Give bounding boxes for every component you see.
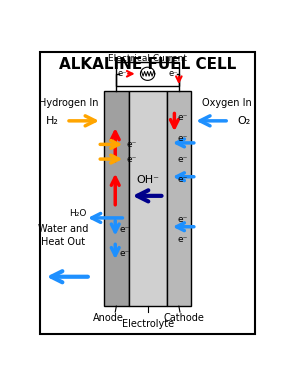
- Text: e⁻: e⁻: [168, 69, 178, 78]
- Text: e⁻: e⁻: [178, 134, 188, 143]
- Bar: [104, 91, 129, 306]
- Text: e⁻: e⁻: [178, 155, 188, 163]
- Text: Anode: Anode: [93, 313, 124, 323]
- Text: e⁻: e⁻: [178, 235, 188, 244]
- Bar: [116, 62, 179, 86]
- Text: Water and
Heat Out: Water and Heat Out: [38, 224, 88, 247]
- Text: e⁻: e⁻: [126, 140, 137, 149]
- Text: ALKALINE FUEL CELL: ALKALINE FUEL CELL: [59, 57, 236, 73]
- Bar: [166, 91, 191, 306]
- Text: O₂: O₂: [237, 116, 250, 126]
- Text: e⁻: e⁻: [126, 155, 137, 163]
- Text: Hydrogen In: Hydrogen In: [39, 98, 98, 108]
- Text: e⁻: e⁻: [117, 69, 127, 78]
- Text: Cathode: Cathode: [164, 313, 205, 323]
- Bar: [129, 91, 166, 306]
- Text: Electrical Current: Electrical Current: [108, 54, 187, 63]
- Text: e⁻: e⁻: [120, 249, 130, 258]
- Text: H₂O: H₂O: [69, 209, 86, 218]
- Text: e⁻: e⁻: [178, 113, 188, 122]
- Text: H₂: H₂: [46, 116, 59, 126]
- Text: Electrolyte: Electrolyte: [122, 319, 174, 329]
- Text: e⁻: e⁻: [178, 215, 188, 224]
- Text: Oxygen In: Oxygen In: [202, 98, 252, 108]
- Text: OH⁻: OH⁻: [136, 175, 159, 185]
- Text: e⁻: e⁻: [178, 175, 188, 184]
- Text: e⁻: e⁻: [120, 225, 130, 234]
